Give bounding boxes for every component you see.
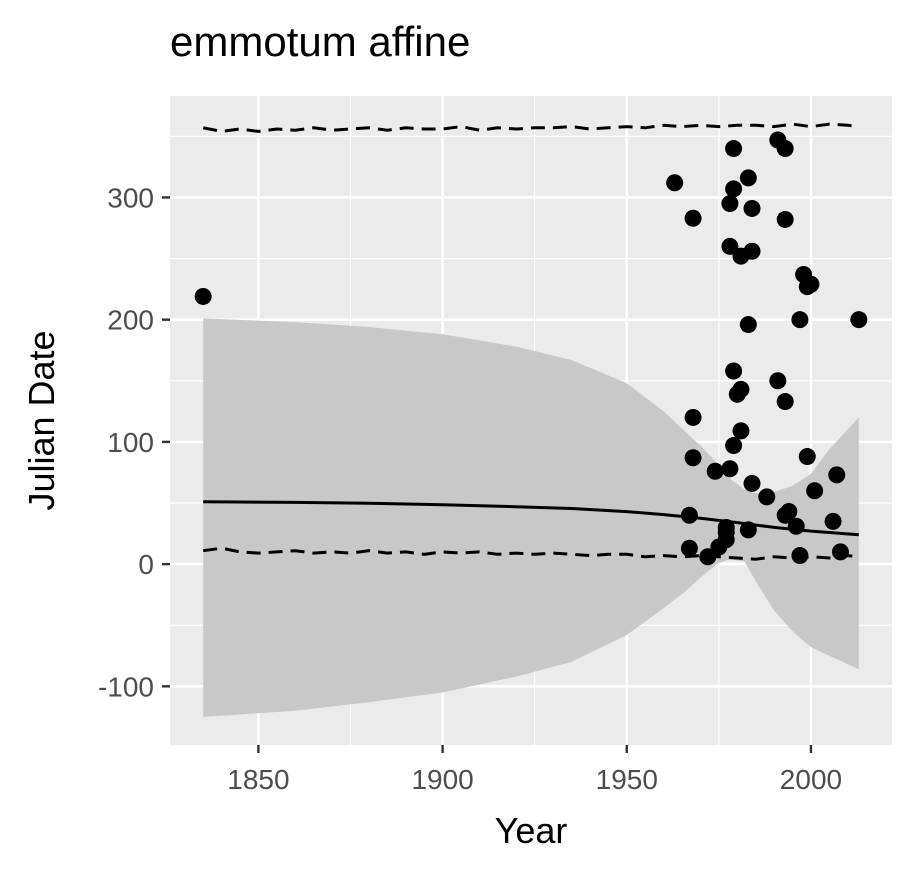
data-point	[721, 460, 739, 478]
data-point	[743, 199, 761, 217]
data-point	[798, 448, 816, 466]
data-point	[850, 311, 868, 329]
data-point	[824, 512, 842, 530]
data-point	[791, 311, 809, 329]
x-tick-label: 1900	[411, 764, 473, 795]
data-point	[666, 174, 684, 192]
data-point	[758, 488, 776, 506]
data-point	[725, 437, 743, 455]
data-point	[680, 506, 698, 524]
upper-dashed-line	[202, 122, 859, 133]
data-point	[787, 517, 805, 535]
y-tick-label: 200	[107, 305, 154, 336]
confidence-ribbon	[203, 318, 859, 717]
data-point	[791, 547, 809, 565]
data-point	[684, 408, 702, 426]
data-point	[776, 393, 794, 411]
data-point	[776, 140, 794, 158]
data-point	[776, 210, 794, 228]
lower-dashed-line	[202, 546, 859, 561]
data-point	[699, 548, 717, 566]
y-tick-label: 300	[107, 182, 154, 213]
data-point	[732, 380, 750, 398]
data-point	[725, 362, 743, 380]
data-point	[721, 237, 739, 255]
data-point	[769, 372, 787, 390]
x-axis-ticks: 1850 1900 1950 2000	[227, 745, 842, 795]
x-tick-label: 1950	[596, 764, 658, 795]
data-point	[725, 140, 743, 158]
data-point	[725, 180, 743, 198]
data-point	[194, 287, 212, 305]
x-tick-label: 1850	[227, 764, 289, 795]
x-axis-title: Year	[495, 810, 568, 851]
data-point	[828, 466, 846, 484]
data-point	[831, 543, 849, 561]
x-tick-label: 2000	[780, 764, 842, 795]
y-tick-label: 0	[138, 549, 154, 580]
data-point	[780, 503, 798, 521]
chart-title: emmotum affine	[170, 18, 471, 65]
data-point	[743, 242, 761, 260]
y-axis-ticks: -100 0 100 200 300	[98, 182, 170, 702]
y-axis-title: Julian Date	[21, 330, 62, 510]
data-point	[739, 169, 757, 187]
data-point	[684, 449, 702, 467]
data-points	[194, 131, 868, 566]
data-point	[743, 474, 761, 492]
data-point	[721, 195, 739, 213]
data-point	[717, 523, 735, 541]
trend-line	[203, 500, 859, 537]
data-point	[680, 539, 698, 557]
data-point	[739, 521, 757, 539]
data-point	[802, 275, 820, 293]
data-point	[684, 209, 702, 227]
y-tick-label: -100	[98, 671, 154, 702]
data-point	[732, 422, 750, 440]
y-tick-label: 100	[107, 427, 154, 458]
data-point	[706, 462, 724, 480]
data-point	[806, 482, 824, 500]
data-point	[739, 316, 757, 334]
